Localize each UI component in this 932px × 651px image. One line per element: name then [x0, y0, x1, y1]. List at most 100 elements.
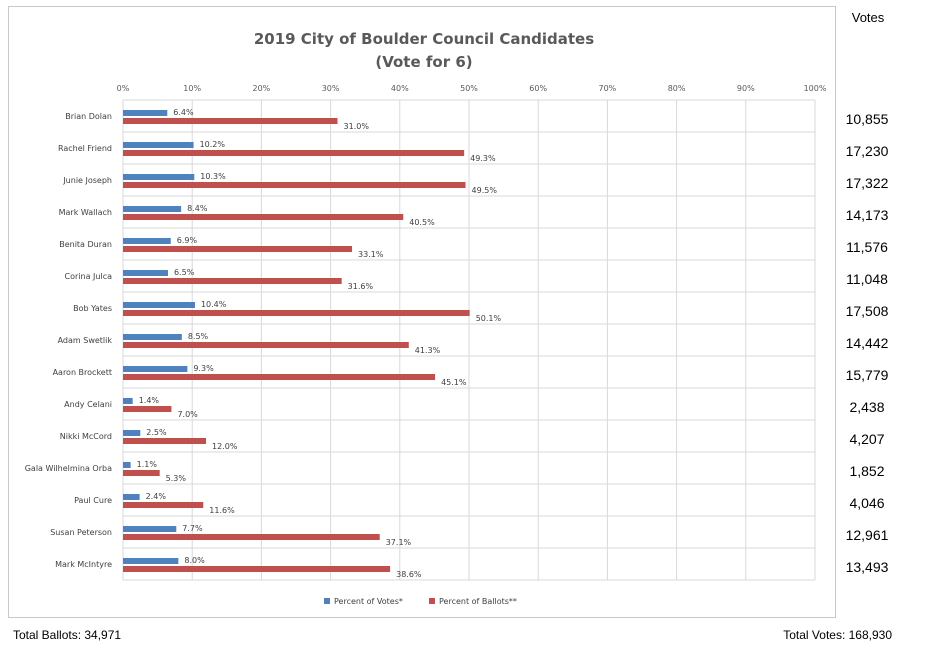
bar-percent-of-ballots: [123, 214, 404, 220]
category-label: Paul Cure: [74, 496, 112, 505]
bar-percent-of-votes: [123, 238, 171, 244]
total-votes: Total Votes: 168,930: [783, 628, 892, 642]
category-label: Nikki McCord: [60, 432, 112, 441]
votes-header: Votes: [852, 10, 885, 25]
bar-percent-of-ballots: [123, 342, 409, 348]
data-label-votes: 2.5%: [146, 428, 167, 437]
data-label-ballots: 45.1%: [441, 378, 467, 387]
data-label-ballots: 33.1%: [358, 250, 384, 259]
data-label-ballots: 49.5%: [472, 186, 498, 195]
data-label-votes: 1.1%: [137, 460, 158, 469]
bar-percent-of-ballots: [123, 118, 338, 124]
x-tick-label: 80%: [668, 84, 686, 93]
votes-value: 4,046: [849, 495, 884, 511]
votes-value: 14,173: [846, 207, 889, 223]
data-label-ballots: 31.0%: [344, 122, 370, 131]
bar-percent-of-votes: [123, 142, 194, 148]
data-label-votes: 8.4%: [187, 204, 208, 213]
bar-percent-of-ballots: [123, 438, 207, 444]
x-tick-label: 10%: [183, 84, 201, 93]
data-label-votes: 10.3%: [200, 172, 226, 181]
total-ballots: Total Ballots: 34,971: [13, 628, 122, 642]
category-label: Benita Duran: [59, 240, 112, 249]
data-label-ballots: 5.3%: [166, 474, 187, 483]
bar-percent-of-ballots: [123, 406, 172, 412]
legend-label-votes: Percent of Votes*: [334, 597, 403, 606]
data-label-votes: 6.9%: [177, 236, 198, 245]
bar-percent-of-ballots: [123, 566, 391, 572]
votes-value: 14,442: [846, 335, 889, 351]
data-label-ballots: 37.1%: [386, 538, 412, 547]
bar-percent-of-votes: [123, 366, 188, 372]
tick-layer: 0% 10% 20% 30% 40% 50% 60% 70% 80% 90% 100%: [117, 84, 827, 93]
bar-percent-of-ballots: [123, 534, 380, 540]
votes-value: 1,852: [849, 463, 884, 479]
x-tick-label: 60%: [529, 84, 547, 93]
category-label: Susan Peterson: [50, 528, 112, 537]
legend-label-ballots: Percent of Ballots**: [439, 597, 517, 606]
data-label-votes: 8.5%: [188, 332, 209, 341]
data-label-votes: 7.7%: [182, 524, 203, 533]
votes-value: 11,048: [846, 271, 888, 287]
data-label-votes: 6.5%: [174, 268, 195, 277]
category-label: Rachel Friend: [58, 144, 112, 153]
x-tick-label: 0%: [117, 84, 130, 93]
category-label: Mark Wallach: [59, 208, 112, 217]
bar-layer: [123, 110, 470, 572]
category-label: Brian Dolan: [65, 112, 112, 121]
legend-swatch-votes: [324, 598, 330, 604]
data-label-votes: 6.4%: [173, 108, 194, 117]
data-label-votes: 10.4%: [201, 300, 227, 309]
bar-percent-of-votes: [123, 462, 131, 468]
data-label-ballots: 38.6%: [396, 570, 422, 579]
category-label: Bob Yates: [73, 304, 112, 313]
bar-percent-of-votes: [123, 110, 168, 116]
legend: Percent of Votes* Percent of Ballots**: [324, 597, 517, 606]
category-label: Andy Celani: [64, 400, 112, 409]
category-label: Gala Wilhelmina Orba: [25, 464, 112, 473]
data-label-ballots: 49.3%: [470, 154, 496, 163]
data-label-votes: 8.0%: [184, 556, 205, 565]
bar-percent-of-votes: [123, 526, 177, 532]
votes-value: 4,207: [849, 431, 884, 447]
data-label-ballots: 41.3%: [415, 346, 441, 355]
x-tick-label: 50%: [460, 84, 478, 93]
bar-percent-of-ballots: [123, 150, 465, 156]
data-label-votes: 2.4%: [146, 492, 167, 501]
bar-percent-of-ballots: [123, 310, 470, 316]
votes-value: 12,961: [846, 527, 889, 543]
x-tick-label: 20%: [253, 84, 271, 93]
bar-percent-of-ballots: [123, 374, 436, 380]
chart-title: 2019 City of Boulder Council Candidates: [254, 30, 594, 48]
votes-value: 2,438: [849, 399, 884, 415]
bar-percent-of-votes: [123, 302, 195, 308]
data-label-ballots: 12.0%: [212, 442, 238, 451]
x-tick-label: 100%: [804, 84, 827, 93]
votes-value: 15,779: [846, 367, 889, 383]
x-tick-label: 90%: [737, 84, 755, 93]
bar-percent-of-votes: [123, 206, 182, 212]
bar-percent-of-ballots: [123, 278, 342, 284]
votes-column: 10,855 17,230 17,322 14,173 11,576 11,048 17,5…: [846, 111, 889, 575]
data-labels: 6.4% 31.0% 10.2% 49.3% 10.3% 49.5% 8.4% 40.5% 6.…: [137, 108, 502, 579]
votes-value: 13,493: [846, 559, 889, 575]
bar-percent-of-votes: [123, 494, 140, 500]
bar-percent-of-votes: [123, 558, 179, 564]
x-tick-label: 40%: [391, 84, 409, 93]
votes-value: 17,508: [846, 303, 889, 319]
category-label: Corina Julca: [65, 272, 113, 281]
data-label-ballots: 50.1%: [476, 314, 502, 323]
votes-value: 17,230: [846, 143, 889, 159]
bar-percent-of-votes: [123, 334, 182, 340]
bar-percent-of-ballots: [123, 182, 466, 188]
category-labels: Brian Dolan Rachel Friend Junie Joseph Mark…: [25, 112, 113, 569]
category-label: Adam Swetlik: [58, 336, 113, 345]
x-tick-label: 30%: [322, 84, 340, 93]
data-label-ballots: 11.6%: [209, 506, 235, 515]
bar-percent-of-votes: [123, 174, 195, 180]
data-label-ballots: 31.6%: [348, 282, 374, 291]
data-label-ballots: 7.0%: [177, 410, 198, 419]
data-label-votes: 10.2%: [200, 140, 226, 149]
chart-subtitle: (Vote for 6): [375, 53, 472, 71]
data-label-votes: 9.3%: [193, 364, 214, 373]
